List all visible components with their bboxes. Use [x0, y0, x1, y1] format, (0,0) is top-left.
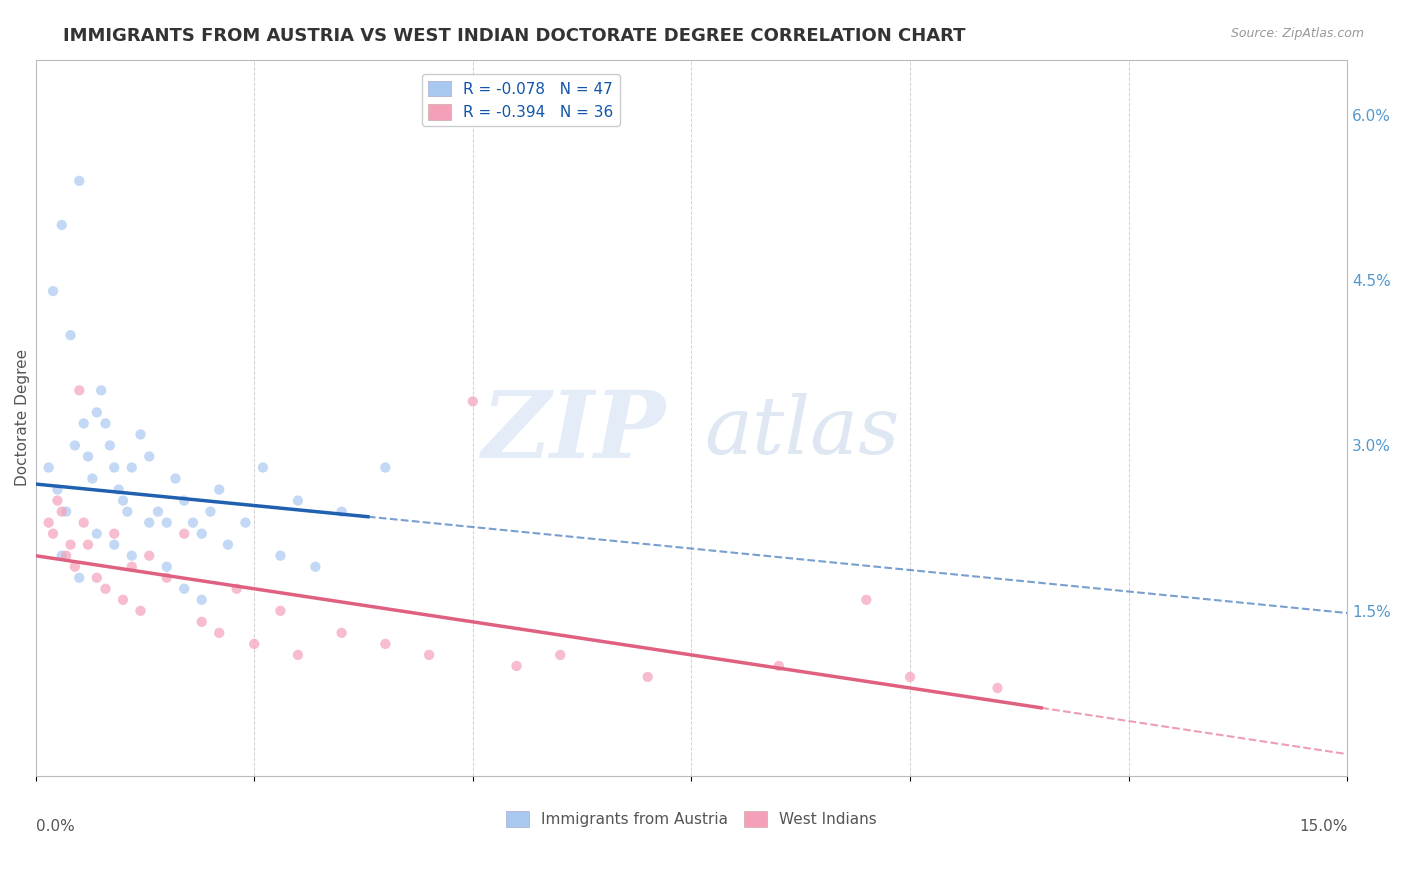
Point	[181, 516, 204, 530]
Point	[67, 571, 90, 585]
Point	[121, 559, 143, 574]
Point	[637, 670, 659, 684]
Point	[190, 592, 212, 607]
Point	[173, 582, 195, 596]
Point	[190, 615, 212, 629]
Point	[107, 483, 129, 497]
Point	[129, 427, 152, 442]
Point	[51, 549, 73, 563]
Point	[304, 559, 326, 574]
Point	[59, 328, 82, 343]
Point	[42, 284, 65, 298]
Point	[86, 571, 108, 585]
Point	[173, 493, 195, 508]
Point	[156, 516, 179, 530]
Point	[38, 516, 60, 530]
Point	[855, 592, 877, 607]
Point	[138, 549, 160, 563]
Point	[173, 526, 195, 541]
Point	[86, 526, 108, 541]
Point	[138, 516, 160, 530]
Point	[90, 384, 112, 398]
Point	[117, 505, 139, 519]
Point	[98, 438, 121, 452]
Point	[156, 559, 179, 574]
Point	[287, 493, 309, 508]
Point	[418, 648, 440, 662]
Text: Source: ZipAtlas.com: Source: ZipAtlas.com	[1230, 27, 1364, 40]
Point	[330, 625, 353, 640]
Text: IMMIGRANTS FROM AUSTRIA VS WEST INDIAN DOCTORATE DEGREE CORRELATION CHART: IMMIGRANTS FROM AUSTRIA VS WEST INDIAN D…	[63, 27, 966, 45]
Point	[82, 471, 104, 485]
Point	[138, 450, 160, 464]
Point	[103, 460, 125, 475]
Point	[46, 493, 69, 508]
Point	[252, 460, 274, 475]
Point	[374, 460, 396, 475]
Point	[243, 637, 266, 651]
Point	[129, 604, 152, 618]
Point	[208, 625, 231, 640]
Point	[898, 670, 921, 684]
Point	[72, 516, 94, 530]
Point	[63, 559, 86, 574]
Point	[46, 483, 69, 497]
Point	[217, 538, 239, 552]
Point	[111, 493, 134, 508]
Point	[235, 516, 257, 530]
Point	[51, 218, 73, 232]
Point	[461, 394, 484, 409]
Point	[72, 417, 94, 431]
Point	[768, 659, 790, 673]
Point	[200, 505, 222, 519]
Point	[67, 174, 90, 188]
Point	[51, 505, 73, 519]
Text: 15.0%: 15.0%	[1299, 819, 1347, 834]
Point	[94, 417, 117, 431]
Point	[156, 571, 179, 585]
Text: atlas: atlas	[704, 393, 900, 471]
Point	[111, 592, 134, 607]
Point	[77, 450, 100, 464]
Point	[38, 460, 60, 475]
Point	[548, 648, 571, 662]
Point	[103, 538, 125, 552]
Point	[55, 505, 77, 519]
Point	[146, 505, 169, 519]
Point	[103, 526, 125, 541]
Point	[374, 637, 396, 651]
Legend: Immigrants from Austria, West Indians: Immigrants from Austria, West Indians	[501, 805, 883, 833]
Text: ZIP: ZIP	[481, 387, 665, 477]
Point	[225, 582, 247, 596]
Point	[505, 659, 527, 673]
Point	[330, 505, 353, 519]
Point	[77, 538, 100, 552]
Point	[59, 538, 82, 552]
Point	[67, 384, 90, 398]
Point	[121, 549, 143, 563]
Point	[208, 483, 231, 497]
Point	[190, 526, 212, 541]
Y-axis label: Doctorate Degree: Doctorate Degree	[15, 350, 30, 486]
Point	[121, 460, 143, 475]
Point	[986, 681, 1008, 695]
Point	[269, 604, 291, 618]
Point	[269, 549, 291, 563]
Point	[86, 405, 108, 419]
Point	[287, 648, 309, 662]
Point	[94, 582, 117, 596]
Point	[42, 526, 65, 541]
Point	[63, 438, 86, 452]
Point	[165, 471, 187, 485]
Point	[55, 549, 77, 563]
Text: 0.0%: 0.0%	[35, 819, 75, 834]
